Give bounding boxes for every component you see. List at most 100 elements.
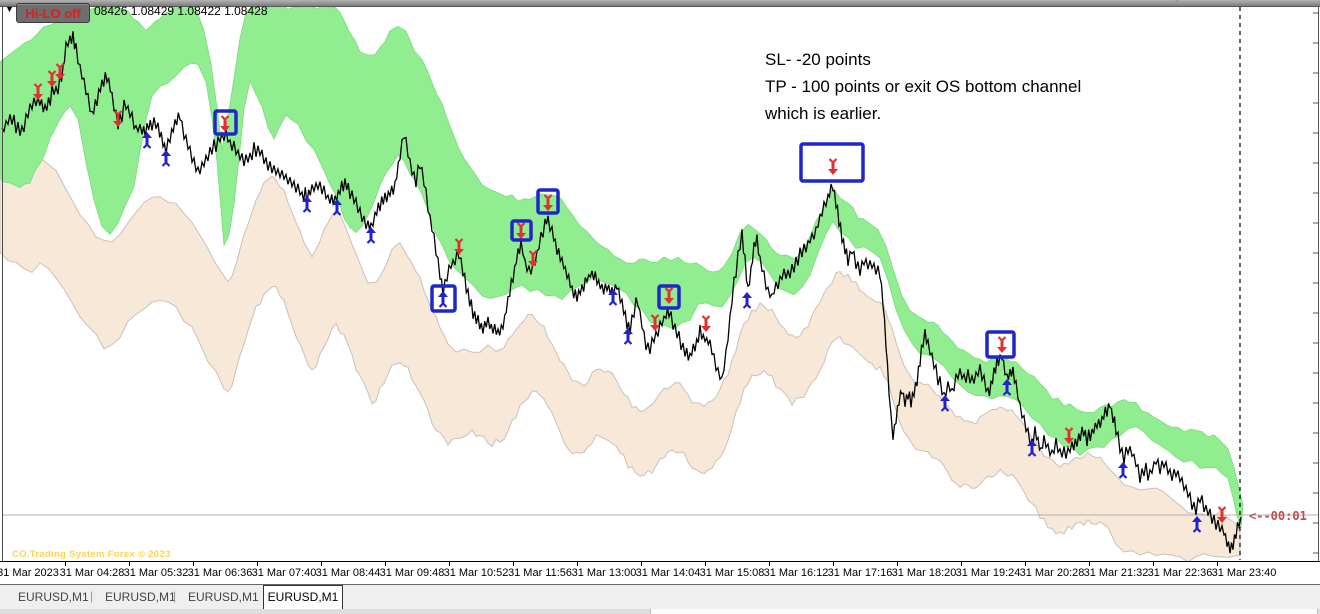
sell-arrow-icon-tail <box>543 194 553 201</box>
buy-arrow-icon-head <box>332 199 342 205</box>
signal-highlight-box <box>985 330 1016 359</box>
buy-arrow-icon-tail <box>623 338 633 345</box>
sell-arrow-icon-tail <box>1217 506 1227 513</box>
buy-arrow-icon-tail <box>366 237 376 244</box>
buy-arrow-icon-head <box>608 289 618 295</box>
sell-arrow-icon-tail <box>997 336 1007 343</box>
time-axis-tick <box>897 562 898 566</box>
sell-arrow-icon-head <box>664 298 674 304</box>
bar-countdown-label: <--00:01 <box>1249 509 1307 523</box>
time-axis-tick <box>1217 562 1218 566</box>
time-axis-tick <box>577 562 578 566</box>
time-axis-tick <box>1089 562 1090 566</box>
sell-arrow-icon-tail <box>701 315 711 322</box>
hilo-toggle-button[interactable]: Hi-LO off <box>16 3 90 23</box>
buy-arrow-icon-tail <box>940 405 950 412</box>
chart-left-border <box>2 6 3 584</box>
tab-eurusd-m1-4[interactable]: EURUSD,M1 <box>263 585 343 609</box>
time-axis-label: 31 Mar 11:56 <box>507 567 573 579</box>
buy-arrow-icon-tail <box>332 209 342 216</box>
sell-arrow-icon-tail <box>516 222 526 229</box>
time-axis-tick <box>129 562 130 566</box>
strategy-note-line2: TP - 100 points or exit OS bottom channe… <box>765 77 1082 96</box>
low-channel-band <box>0 144 1241 561</box>
sell-arrow-icon-head <box>55 74 65 80</box>
signal-highlight-box <box>657 284 681 310</box>
sell-arrow-icon-tail <box>47 70 57 77</box>
chart-menu-arrow-icon[interactable]: ▼ <box>5 4 14 14</box>
sell-arrow-icon-tail <box>1064 427 1074 434</box>
buy-arrow-icon-tail <box>302 206 312 213</box>
window-top-bar: ▼ <box>0 0 1320 7</box>
time-axis-label: 31 Mar 15:08 <box>699 567 765 579</box>
sell-arrow-icon-head <box>828 169 838 175</box>
scrollbar-thumb[interactable] <box>650 609 1318 614</box>
time-axis-tick <box>513 562 514 566</box>
sell-arrow-icon-head <box>47 81 57 87</box>
tab-eurusd-m1-2[interactable]: EURUSD,M1 <box>105 590 176 604</box>
buy-arrow-icon-head <box>623 328 633 334</box>
buy-arrow-icon-tail <box>161 160 171 167</box>
sell-arrow-icon-head <box>528 261 538 267</box>
time-axis-label: 31 Mar 23:40 <box>1211 567 1277 579</box>
sell-arrow-icon-head <box>650 325 660 331</box>
buy-arrow-icon-head <box>1002 379 1012 385</box>
price-series <box>1 31 1242 554</box>
time-axis-label: 31 Mar 08:44 <box>315 567 381 579</box>
ohlc-quote-text: 08426 1.08429 1.08422 1.08428 <box>94 4 268 18</box>
sell-arrow-icon-tail <box>33 83 43 90</box>
time-axis-tick <box>705 562 706 566</box>
sell-arrow-icon-tail <box>664 287 674 294</box>
signal-highlight-box <box>213 109 238 136</box>
buy-arrow-icon-head <box>1192 516 1202 522</box>
horizontal-scrollbar[interactable] <box>0 609 1320 614</box>
signal-highlight-box <box>536 188 560 215</box>
signal-highlight-box <box>430 284 457 313</box>
scroll-to-end-marker-icon[interactable]: ▼ <box>1172 0 1182 7</box>
buy-arrow-icon-head <box>366 227 376 233</box>
time-axis-label: 31 Mar 14:04 <box>635 567 701 579</box>
strategy-note-line1: SL- -20 points <box>765 50 871 69</box>
tab-separator: | <box>90 589 94 603</box>
time-axis-label: 31 Mar 22:36 <box>1147 567 1213 579</box>
time-axis-tick <box>1025 562 1026 566</box>
sell-arrow-icon-tail <box>454 238 464 245</box>
buy-arrow-icon-head <box>742 292 752 298</box>
time-axis-tick <box>769 562 770 566</box>
sell-arrow-icon-tail <box>113 110 123 117</box>
sell-arrow-icon-head <box>543 205 553 211</box>
sell-arrow-icon-head <box>1064 438 1074 444</box>
time-axis-label: 31 Mar 06:36 <box>187 567 253 579</box>
signal-highlight-box <box>799 142 865 183</box>
time-axis-label: 31 Mar 04:28 <box>59 567 125 579</box>
sell-arrow-icon-tail <box>828 158 838 165</box>
buy-arrow-icon-tail <box>1118 472 1128 479</box>
time-axis-tick <box>193 562 194 566</box>
time-axis-label: 31 Mar 09:48 <box>379 567 445 579</box>
buy-arrow-icon-head <box>940 395 950 401</box>
high-channel-band <box>0 3 1244 529</box>
time-axis-label: 31 Mar 05:32 <box>123 567 189 579</box>
tab-eurusd-m1-3[interactable]: EURUSD,M1 <box>188 590 259 604</box>
time-axis-tick <box>449 562 450 566</box>
buy-arrow-icon-head <box>142 132 152 138</box>
tab-separator: | <box>173 589 177 603</box>
sell-arrow-icon-tail <box>55 63 65 70</box>
sell-arrow-icon-head <box>33 94 43 100</box>
time-axis-label: 31 Mar 13:00 <box>571 567 637 579</box>
sell-arrow-icon-head <box>516 233 526 239</box>
sell-arrow-icon-head <box>220 126 230 132</box>
price-chart[interactable] <box>0 0 1320 561</box>
time-axis-tick <box>385 562 386 566</box>
signal-highlight-box <box>510 219 533 242</box>
time-axis: 31 Mar 2023 31 Mar 04:28 31 Mar 05:32 31 Ma… <box>0 561 1320 585</box>
sell-arrow-icon-head <box>701 326 711 332</box>
sell-arrow-icon-tail <box>650 314 660 321</box>
buy-arrow-icon-head <box>161 150 171 156</box>
time-axis-label: 31 Mar 21:32 <box>1083 567 1149 579</box>
time-axis-label: 31 Mar 19:24 <box>955 567 1021 579</box>
tab-eurusd-m1-1[interactable]: EURUSD,M1 <box>18 590 89 604</box>
chart-tab-bar: EURUSD,M1 | EURUSD,M1 | EURUSD,M1 EURUSD,M1 <box>0 584 1320 609</box>
time-axis-tick <box>257 562 258 566</box>
buy-arrow-icon-tail <box>438 301 448 308</box>
